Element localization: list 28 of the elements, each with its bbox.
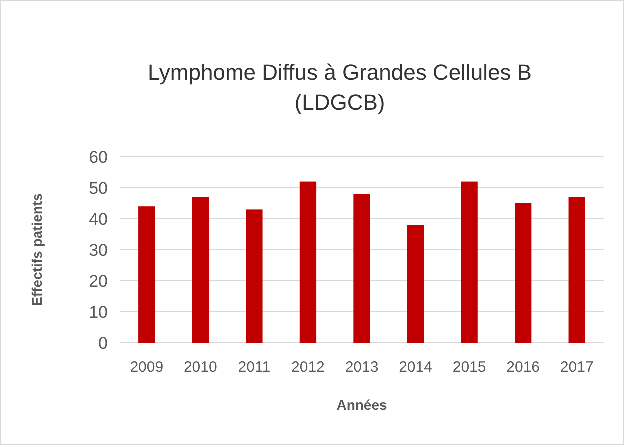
x-tick-label: 2014 (399, 359, 432, 376)
bar (246, 210, 263, 343)
y-tick-label: 20 (89, 272, 108, 291)
chart-title: Lymphome Diffus à Grandes Cellules B (LDGCB) (148, 60, 532, 115)
x-tick-label: 2011 (238, 359, 271, 376)
bar (568, 197, 586, 343)
bar (407, 225, 424, 343)
bar (300, 182, 317, 343)
bar (138, 206, 156, 343)
bar (354, 194, 370, 343)
x-tick-label: 2015 (452, 359, 486, 376)
y-tick-label: 40 (89, 210, 108, 229)
x-tick-label: 2009 (130, 359, 164, 376)
x-axis-title: Années (336, 397, 388, 413)
x-tick-label: 2013 (345, 359, 379, 376)
x-tick-label: 2012 (292, 359, 325, 376)
x-tick-label: 2017 (560, 359, 594, 376)
y-tick-label: 60 (89, 148, 108, 167)
x-tick-label: 2016 (506, 359, 540, 376)
bar (515, 204, 532, 343)
y-tick-label: 50 (89, 178, 108, 198)
x-tick-label: 2010 (184, 359, 218, 376)
y-axis-title: Effectifs patients (29, 193, 45, 306)
bar (192, 197, 209, 343)
bar (461, 182, 478, 343)
y-tick-label: 10 (89, 302, 108, 322)
y-tick-label: 30 (89, 240, 108, 260)
y-tick-label: 0 (98, 334, 108, 353)
